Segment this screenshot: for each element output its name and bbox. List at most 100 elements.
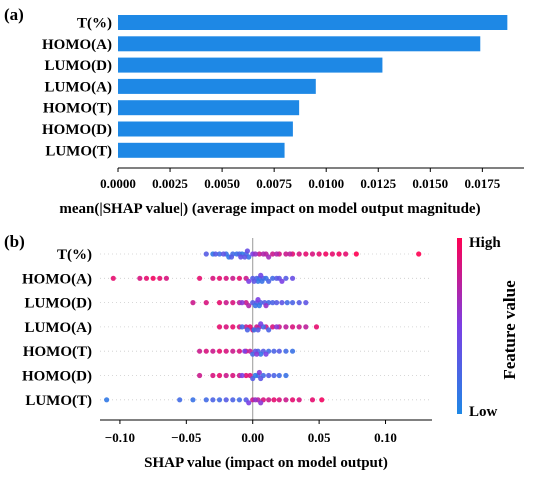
swarm-point — [230, 300, 236, 306]
swarm-point — [296, 324, 302, 330]
swarm-ytick-t: T(%) — [57, 247, 92, 263]
swarm-ytick-lumo-t: LUMO(T) — [25, 393, 92, 409]
swarm-point — [239, 300, 245, 306]
swarm-point — [255, 327, 261, 333]
swarm-point — [319, 397, 325, 403]
swarm-point — [216, 275, 223, 281]
swarm-point — [210, 275, 216, 281]
swarm-point — [137, 275, 143, 281]
swarm-point — [246, 400, 252, 406]
swarm-point — [212, 251, 219, 257]
swarm-point — [236, 275, 243, 281]
swarm-point — [313, 324, 320, 330]
colorbar — [457, 238, 462, 414]
swarm-point — [258, 321, 264, 327]
swarm-point — [279, 300, 285, 306]
swarm-x-axis-title: SHAP value (impact on model output) — [144, 455, 388, 471]
bar-xtick-label: 0.0175 — [464, 176, 500, 191]
bar-xtick-label: 0.0125 — [360, 176, 396, 191]
swarm-point — [343, 251, 349, 257]
swarm-point — [256, 251, 262, 257]
swarm-point — [276, 372, 282, 379]
bar-lumo-d — [118, 57, 383, 73]
swarm-xtick-label: −0.05 — [171, 430, 202, 445]
bar-xtick-label: 0.0050 — [204, 176, 240, 191]
swarm-point — [203, 397, 209, 403]
bar-lumo-t — [118, 142, 285, 158]
swarm-point — [110, 275, 116, 281]
colorbar-high-label: High — [469, 235, 501, 251]
swarm-point — [210, 348, 216, 354]
swarm-point — [163, 275, 169, 281]
bar-ytick-lumo-t: LUMO(T) — [45, 143, 112, 159]
swarm-ytick-homo-t: HOMO(T) — [23, 344, 92, 360]
swarm-point — [258, 351, 264, 357]
bar-lumo-a — [118, 78, 316, 94]
swarm-point — [223, 397, 229, 403]
swarm-point — [190, 397, 196, 403]
swarm-point — [236, 397, 243, 403]
swarm-point — [251, 278, 257, 284]
swarm-point — [230, 372, 236, 379]
swarm-point — [289, 348, 296, 354]
swarm-point — [283, 324, 289, 330]
swarm-point — [236, 348, 243, 354]
swarm-point — [216, 372, 223, 379]
swarm-point — [210, 397, 216, 403]
swarm-point — [197, 275, 203, 281]
swarm-point — [203, 348, 209, 354]
swarm-point — [246, 278, 252, 284]
swarm-point — [230, 275, 236, 281]
swarm-ytick-lumo-d: LUMO(D) — [25, 296, 93, 312]
swarm-point — [270, 324, 276, 330]
panel-b-label: (b) — [4, 232, 25, 251]
swarm-point — [238, 254, 244, 260]
swarm-point — [259, 278, 265, 284]
swarm-point — [258, 400, 264, 406]
bar-xtick-label: 0.0150 — [412, 176, 448, 191]
swarm-point — [270, 251, 276, 257]
swarm-point — [255, 278, 261, 284]
swarm-point — [190, 300, 196, 306]
bar-xtick-label: 0.0025 — [152, 176, 188, 191]
swarm-point — [210, 372, 216, 379]
swarm-point — [230, 397, 236, 403]
swarm-point — [255, 297, 261, 303]
swarm-point — [252, 251, 258, 257]
swarm-point — [216, 251, 223, 257]
bar-xtick-label: 0.0000 — [100, 176, 136, 191]
swarm-point — [203, 300, 209, 306]
swarm-point — [223, 300, 229, 306]
swarm-point — [220, 251, 227, 257]
swarm-point — [353, 251, 359, 257]
swarm-point — [197, 348, 203, 354]
bar-xtick-label: 0.0100 — [308, 176, 344, 191]
swarm-point — [256, 369, 262, 376]
bar-homo-d — [118, 121, 293, 137]
swarm-point — [329, 251, 335, 257]
swarm-point — [256, 303, 262, 309]
swarm-point — [104, 397, 110, 403]
swarm-point — [274, 251, 280, 257]
swarm-point — [271, 348, 277, 354]
swarm-point — [246, 303, 252, 309]
swarm-point — [283, 251, 289, 257]
swarm-xtick-label: 0.00 — [241, 430, 264, 445]
swarm-xtick-label: 0.10 — [374, 430, 397, 445]
swarm-point — [289, 324, 296, 330]
bar-ytick-t: T(%) — [77, 16, 112, 32]
swarm-point — [271, 397, 277, 403]
swarm-point — [274, 324, 280, 330]
swarm-point — [150, 275, 156, 281]
swarm-ytick-homo-d: HOMO(D) — [22, 369, 92, 385]
swarm-point — [283, 348, 289, 354]
swarm-point — [252, 372, 258, 379]
bar-xtick-label: 0.0075 — [256, 176, 292, 191]
swarm-point — [177, 397, 183, 403]
swarm-point — [239, 372, 245, 379]
swarm-point — [258, 375, 264, 382]
swarm-point — [289, 300, 296, 306]
bar-homo-a — [118, 36, 481, 52]
bar-ytick-lumo-a: LUMO(A) — [45, 79, 113, 95]
swarm-point — [157, 275, 163, 281]
